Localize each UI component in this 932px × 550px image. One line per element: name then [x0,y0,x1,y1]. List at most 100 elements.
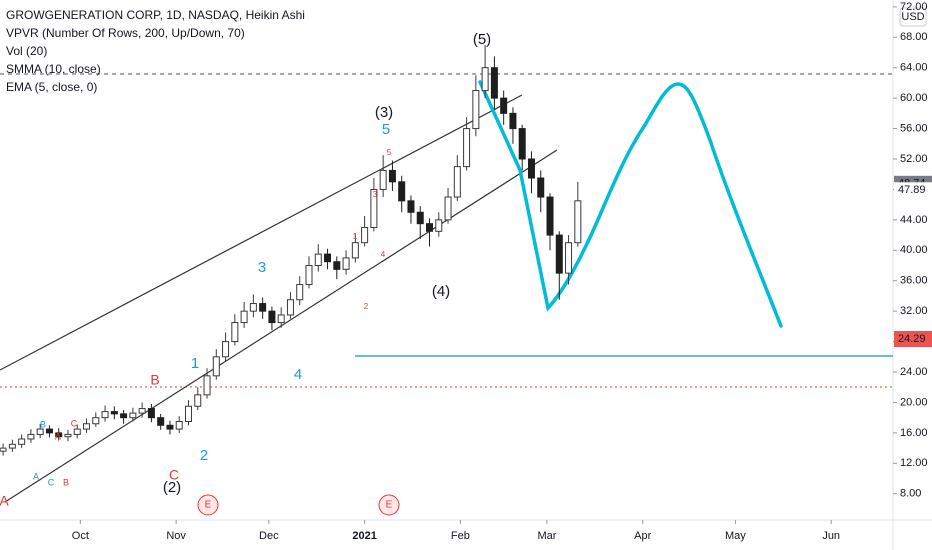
candle-body [574,200,582,244]
price-tag-box [894,331,932,347]
wave-label: 4 [294,366,302,383]
channel-upper [0,94,523,371]
candle-body [8,443,16,449]
y-tick-label: 24.00 [900,366,928,378]
candle-body [27,433,35,440]
candle-body [45,428,53,434]
y-tick-label: 32.00 [900,305,928,317]
price-tag: 47.89 [898,184,926,196]
y-tick-label: 68.00 [900,31,928,43]
candle-body [129,412,137,419]
price-tag: 24.29 [898,333,926,345]
y-tick-label: 20.00 [900,396,928,408]
candle-body [333,261,341,270]
wave-label: 5 [387,148,392,157]
y-tick-label: 56.00 [900,122,928,134]
wave-label: C [169,467,179,483]
candle-body [324,253,332,263]
y-tick-label: 40.00 [900,244,928,256]
candle-body [565,242,573,274]
x-tick-label: Feb [451,530,470,542]
projection-path [478,80,783,328]
candle-body [518,128,526,160]
candle-body [305,265,313,286]
candle-body [555,234,563,274]
x-tick-label: Jun [822,530,840,542]
x-tick-label: Mar [537,530,556,542]
candle-body [453,166,461,198]
candle-body [147,408,155,419]
wave-label: B [150,372,159,388]
y-tick-label: 44.00 [900,214,928,226]
candle-body [342,257,350,270]
candle-body [268,310,276,324]
candle-body [463,128,471,168]
y-tick-label: 64.00 [900,62,928,74]
candle-body [83,423,91,430]
candle-body [212,356,220,377]
price-tag-box [894,182,932,199]
candle-body [55,432,63,438]
wave-label: (2) [163,479,181,496]
y-tick-label: 52.00 [900,153,928,165]
candle-body [426,223,434,232]
candle-body [361,226,369,244]
wave-label: 4 [381,250,386,259]
candle-body [472,90,480,130]
candle-body [138,408,146,414]
candle-body [120,413,128,419]
y-tick-label: 72.00 [900,1,928,13]
candle-body [546,196,554,236]
currency: USD [901,11,924,23]
candle-body [388,169,396,183]
currency-box[interactable] [899,7,927,27]
candle-body [259,303,267,312]
indicator: VPVR (Number Of Rows, 200, Up/Down, 70) [6,26,245,40]
y-tick-label: 12.00 [900,457,928,469]
candle-body [296,284,304,301]
wave-label: A [55,431,61,441]
candle-body [184,405,192,422]
indicator: Vol (20) [6,44,47,58]
y-tick-label: 8.00 [900,488,921,500]
wave-label: C [71,418,78,428]
candle-body [203,375,211,396]
candle-body [277,314,285,324]
indicator: SMMA (10, close) [6,62,101,76]
candle-body [101,411,109,419]
y-tick-label: 16.00 [900,427,928,439]
candle-body [157,417,165,426]
earnings-marker [197,494,219,516]
candle-body [222,341,230,358]
candle-body [537,177,545,198]
wave-label: (5) [473,31,491,48]
candle-body [500,97,508,114]
candle-body [416,211,424,225]
wave-label: 1 [191,355,199,372]
candle-body [166,424,174,430]
candle-body [407,200,415,213]
candle-body [398,181,406,202]
candle-body [444,196,452,221]
candle-body [509,112,517,130]
x-tick-label: Apr [634,530,651,542]
candle-body [92,417,100,425]
candle-body [175,420,183,430]
wave-label: 3 [373,190,378,199]
candle-body [314,253,322,267]
wave-label: A [33,471,39,481]
x-tick-label: Oct [72,530,89,542]
wave-label: 5 [382,121,390,138]
candle-body [0,447,7,452]
x-tick-label: Nov [166,530,186,542]
wave-label: 2 [200,447,208,464]
legend: GROWGENERATION CORP, 1D, NASDAQ, Heikin … [6,8,305,94]
candle-body [18,438,26,445]
candle-body [194,394,202,407]
candle-body [370,188,378,228]
symbol-title: GROWGENERATION CORP, 1D, NASDAQ, Heikin … [6,8,305,22]
candle-body [240,310,248,324]
wave-label: 1 [353,232,358,241]
